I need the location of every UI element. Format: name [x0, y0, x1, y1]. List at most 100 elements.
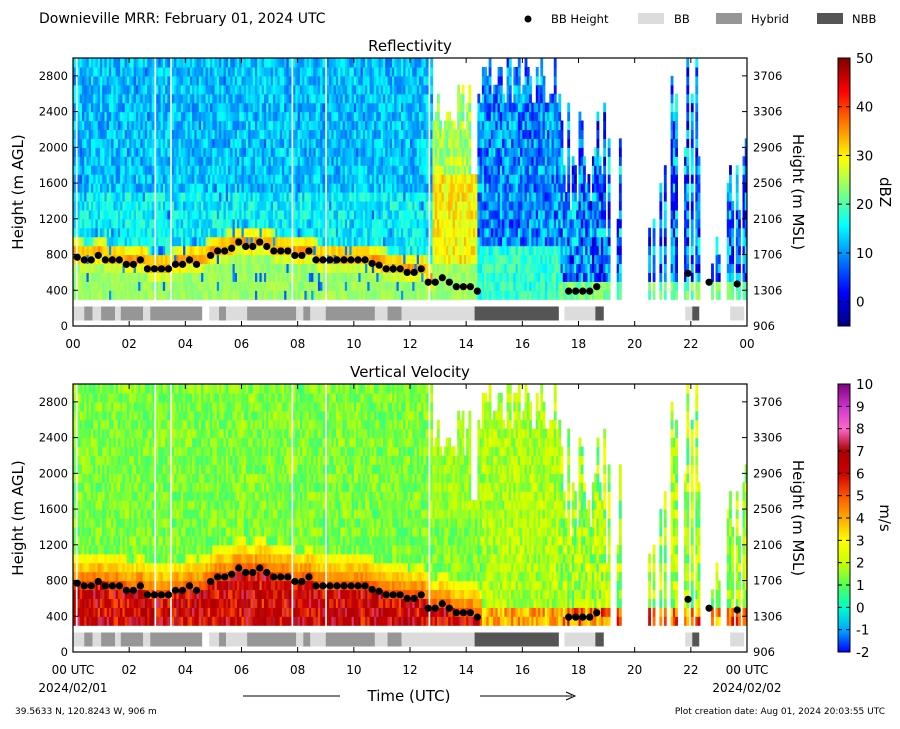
reflectivity-cell — [245, 227, 249, 238]
reflectivity-cell — [266, 254, 270, 265]
reflectivity-cell — [120, 290, 124, 300]
reflectivity-cell — [315, 102, 319, 113]
reflectivity-cell — [481, 138, 485, 148]
reflectivity-cell — [495, 183, 499, 193]
reflectivity-cell — [102, 174, 106, 184]
reflectivity-cell — [281, 254, 285, 265]
reflectivity-cell — [342, 84, 346, 95]
reflectivity-cell — [270, 183, 274, 193]
reflectivity-cell — [131, 138, 135, 148]
reflectivity-cell — [284, 93, 288, 104]
reflectivity-cell — [207, 165, 211, 175]
reflectivity-cell — [275, 111, 279, 122]
reflectivity-cell — [308, 138, 312, 148]
reflectivity-cell — [396, 183, 400, 193]
reflectivity-cell — [167, 58, 171, 68]
reflectivity-cell — [452, 254, 456, 265]
reflectivity-cell — [133, 183, 137, 193]
reflectivity-cell — [288, 102, 292, 113]
reflectivity-cell — [407, 84, 411, 95]
reflectivity-cell — [396, 174, 400, 184]
reflectivity-cell — [295, 200, 299, 211]
reflectivity-cell — [407, 111, 411, 122]
reflectivity-cell — [232, 93, 236, 104]
reflectivity-cell — [133, 156, 137, 166]
reflectivity-cell — [129, 102, 133, 113]
reflectivity-cell — [302, 165, 306, 175]
reflectivity-cell — [104, 147, 108, 157]
reflectivity-cell — [275, 272, 279, 282]
reflectivity-cell — [481, 93, 485, 104]
reflectivity-cell — [111, 111, 115, 122]
reflectivity-cell — [333, 281, 337, 291]
reflectivity-cell — [436, 209, 440, 220]
reflectivity-cell — [192, 281, 195, 291]
reflectivity-cell — [129, 147, 133, 157]
reflectivity-cell — [149, 84, 153, 95]
reflectivity-cell — [115, 209, 119, 220]
reflectivity-cell — [358, 111, 362, 122]
reflectivity-cell — [358, 147, 362, 157]
reflectivity-cell — [450, 156, 454, 166]
reflectivity-cell — [245, 174, 249, 184]
reflectivity-cell — [111, 75, 115, 86]
reflectivity-cell — [401, 227, 404, 238]
reflectivity-cell — [299, 263, 303, 273]
reflectivity-cell — [201, 245, 204, 256]
reflectivity-cell — [158, 272, 162, 282]
reflectivity-cell — [196, 192, 200, 202]
reflectivity-cell — [261, 183, 265, 193]
reflectivity-cell — [333, 138, 337, 148]
reflectivity-cell — [311, 192, 314, 202]
reflectivity-cell — [176, 129, 180, 139]
reflectivity-cell — [241, 281, 245, 291]
reflectivity-cell — [120, 245, 124, 256]
reflectivity-cell — [315, 200, 319, 211]
reflectivity-cell — [122, 111, 126, 122]
reflectivity-cell — [378, 227, 382, 238]
reflectivity-cell — [412, 263, 416, 273]
reflectivity-cell — [475, 183, 478, 193]
reflectivity-cell — [284, 75, 288, 86]
reflectivity-cell — [108, 192, 112, 202]
reflectivity-cell — [203, 290, 207, 300]
reflectivity-cell — [484, 93, 487, 104]
reflectivity-cell — [216, 209, 220, 220]
reflectivity-cell — [126, 209, 130, 220]
reflectivity-cell — [486, 192, 490, 202]
reflectivity-cell — [156, 272, 159, 282]
reflectivity-cell — [284, 111, 288, 122]
reflectivity-cell — [275, 174, 279, 184]
reflectivity-cell — [268, 183, 272, 193]
reflectivity-cell — [461, 93, 465, 104]
reflectivity-cell — [434, 218, 438, 229]
reflectivity-cell — [219, 102, 222, 113]
reflectivity-cell — [338, 245, 341, 256]
reflectivity-cell — [326, 272, 330, 282]
reflectivity-cell — [266, 102, 270, 113]
reflectivity-cell — [281, 209, 285, 220]
reflectivity-cell — [201, 111, 204, 122]
reflectivity-cell — [115, 58, 119, 68]
reflectivity-cell — [239, 183, 243, 193]
reflectivity-cell — [470, 290, 474, 300]
reflectivity-cell — [126, 84, 130, 95]
reflectivity-cell — [508, 200, 512, 211]
reflectivity-cell — [126, 111, 130, 122]
reflectivity-cell — [488, 102, 492, 113]
reflectivity-cell — [365, 174, 368, 184]
reflectivity-cell — [102, 281, 106, 291]
reflectivity-cell — [470, 174, 474, 184]
reflectivity-cell — [205, 218, 209, 229]
reflectivity-cell — [407, 120, 411, 131]
reflectivity-cell — [421, 58, 425, 68]
reflectivity-cell — [410, 218, 413, 229]
reflectivity-cell — [252, 183, 256, 193]
reflectivity-cell — [367, 102, 371, 113]
reflectivity-cell — [353, 147, 357, 157]
reflectivity-cell — [126, 263, 130, 273]
reflectivity-cell — [472, 227, 476, 238]
reflectivity-cell — [176, 254, 180, 265]
reflectivity-cell — [279, 66, 283, 77]
reflectivity-cell — [198, 192, 202, 202]
